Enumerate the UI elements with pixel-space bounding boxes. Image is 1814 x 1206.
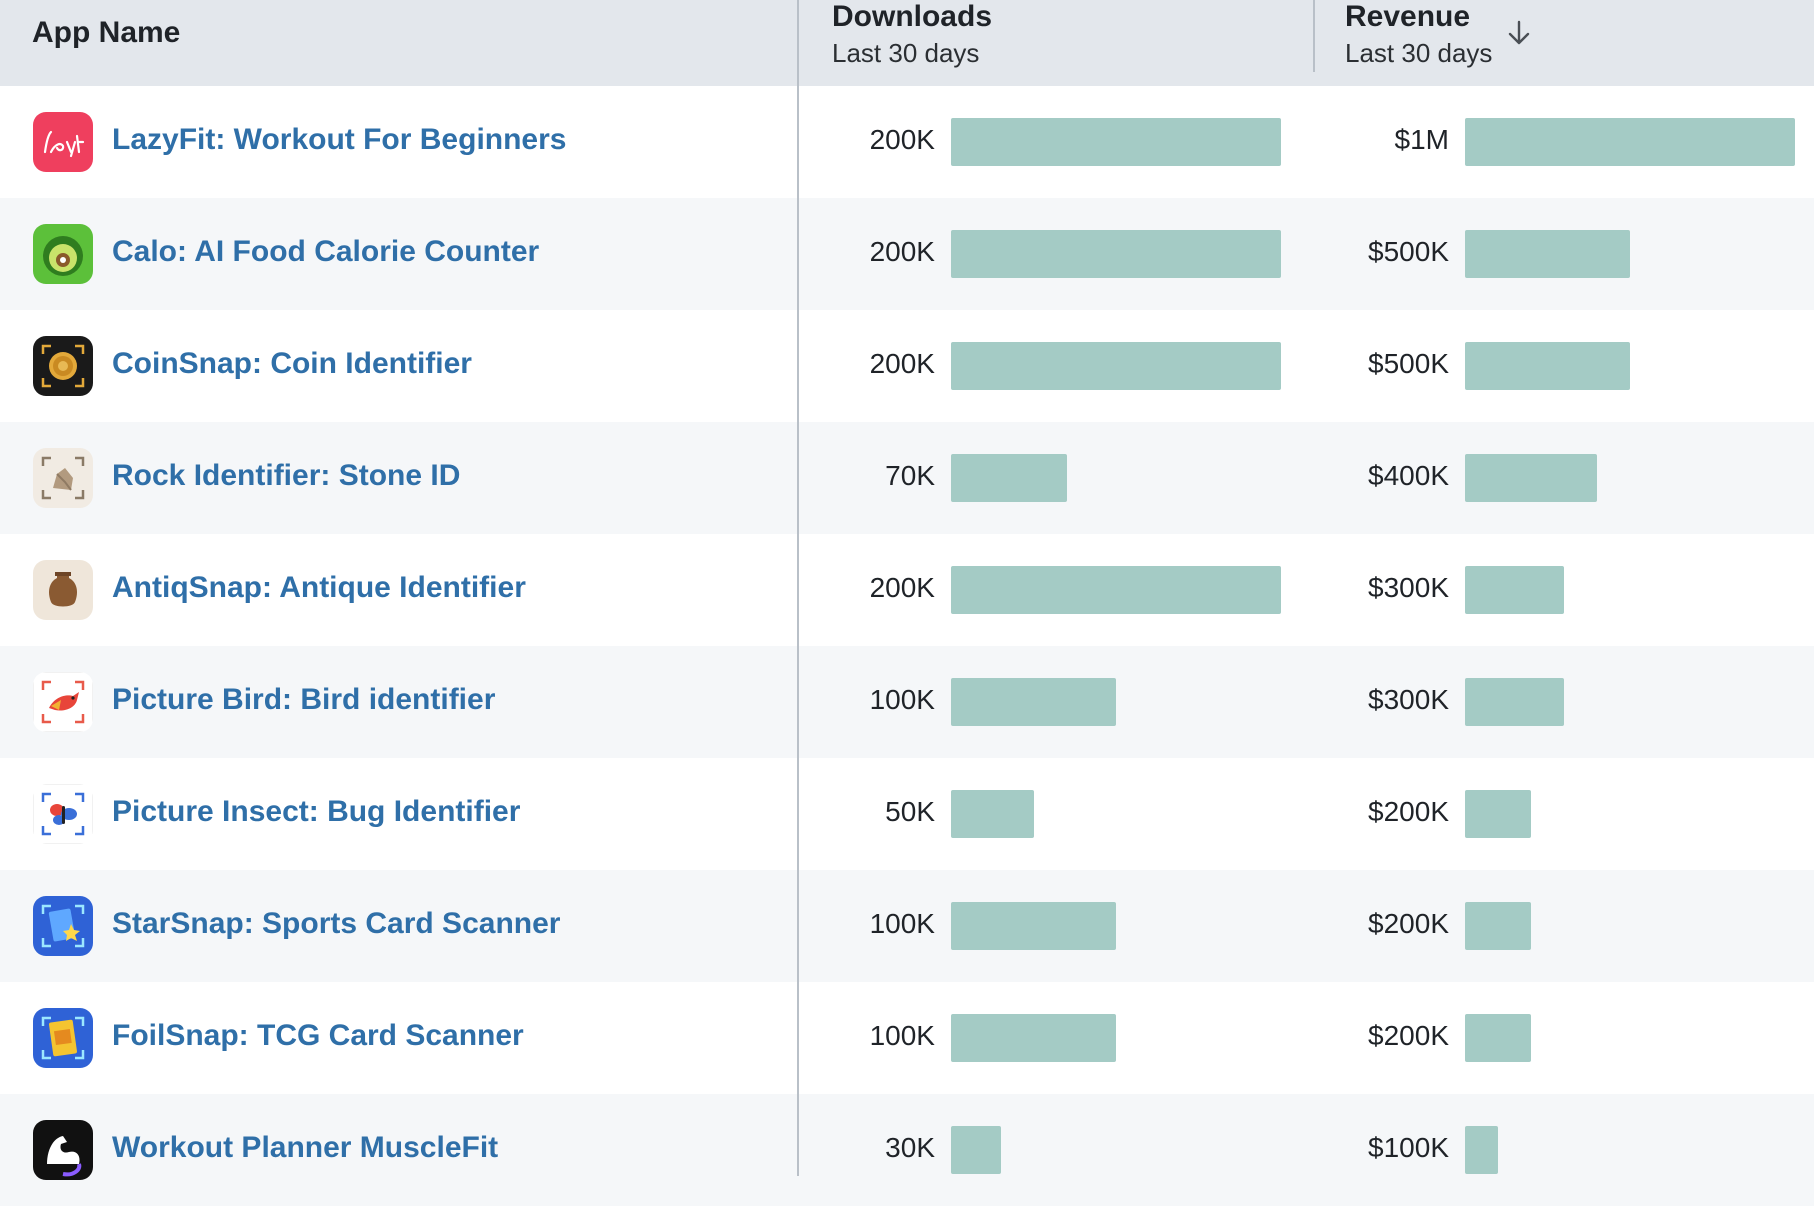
app-name-link[interactable]: Rock Identifier: Stone ID <box>112 459 461 492</box>
downloads-value: 200K <box>869 348 935 379</box>
calo-icon <box>33 224 93 284</box>
downloads-bar <box>951 902 1116 950</box>
downloads-bar <box>951 230 1281 278</box>
downloads-bar <box>951 1126 1001 1174</box>
table-row[interactable]: StarSnap: Sports Card Scanner 100K $200K <box>0 870 1814 982</box>
musclefit-icon <box>33 1120 93 1180</box>
revenue-value: $300K <box>1368 572 1449 603</box>
downloads-value: 30K <box>885 1132 935 1163</box>
revenue-column-subtitle: Last 30 days <box>1345 38 1493 68</box>
table-row[interactable]: AntiqSnap: Antique Identifier 200K $300K <box>0 534 1814 646</box>
downloads-bar <box>951 1014 1116 1062</box>
downloads-bar <box>951 790 1034 838</box>
table-row[interactable]: CoinSnap: Coin Identifier 200K $500K <box>0 310 1814 422</box>
app-name-link[interactable]: LazyFit: Workout For Beginners <box>112 123 567 156</box>
antiqsnap-icon <box>33 560 93 620</box>
revenue-value: $500K <box>1368 236 1449 267</box>
table-row[interactable]: LazyFit: Workout For Beginners 200K $1M <box>0 86 1814 198</box>
app-name-link[interactable]: Picture Bird: Bird identifier <box>112 683 496 716</box>
table-row[interactable]: Workout Planner MuscleFit 30K $100K <box>0 1094 1814 1206</box>
downloads-value: 200K <box>869 572 935 603</box>
revenue-bar <box>1465 454 1597 502</box>
table-row[interactable]: Picture Bird: Bird identifier 100K $300K <box>0 646 1814 758</box>
downloads-value: 100K <box>869 684 935 715</box>
downloads-value: 100K <box>869 908 935 939</box>
revenue-value: $500K <box>1368 348 1449 379</box>
revenue-bar <box>1465 790 1531 838</box>
app-name-column-header[interactable]: App Name <box>32 16 181 49</box>
app-name-link[interactable]: Picture Insect: Bug Identifier <box>112 795 521 828</box>
picture-bird-icon <box>33 672 93 732</box>
header-divider <box>1313 0 1315 72</box>
revenue-bar <box>1465 230 1630 278</box>
rock-identifier-icon <box>33 448 93 508</box>
revenue-value: $100K <box>1368 1132 1449 1163</box>
downloads-bar <box>951 678 1116 726</box>
revenue-value: $300K <box>1368 684 1449 715</box>
downloads-value: 100K <box>869 1020 935 1051</box>
revenue-value: $400K <box>1368 460 1449 491</box>
downloads-column-header[interactable]: Downloads <box>832 0 993 33</box>
revenue-bar <box>1465 678 1564 726</box>
downloads-value: 70K <box>885 460 935 491</box>
revenue-column-header[interactable]: Revenue <box>1345 0 1471 33</box>
table-row[interactable]: FoilSnap: TCG Card Scanner 100K $200K <box>0 982 1814 1094</box>
app-name-link[interactable]: AntiqSnap: Antique Identifier <box>112 571 526 604</box>
table-row[interactable]: Picture Insect: Bug Identifier 50K $200K <box>0 758 1814 870</box>
foilsnap-icon <box>33 1008 93 1068</box>
revenue-value: $1M <box>1394 124 1449 155</box>
revenue-bar <box>1465 118 1795 166</box>
coinsnap-icon <box>33 336 93 396</box>
revenue-bar <box>1465 342 1630 390</box>
downloads-bar <box>951 342 1281 390</box>
sort-descending-icon[interactable] <box>1504 18 1534 48</box>
revenue-value: $200K <box>1368 796 1449 827</box>
lazyfit-icon <box>33 112 93 172</box>
revenue-value: $200K <box>1368 908 1449 939</box>
downloads-bar <box>951 454 1067 502</box>
revenue-bar <box>1465 902 1531 950</box>
app-name-link[interactable]: CoinSnap: Coin Identifier <box>112 347 472 380</box>
table-row[interactable]: Rock Identifier: Stone ID 70K $400K <box>0 422 1814 534</box>
column-divider <box>797 0 799 1176</box>
app-name-link[interactable]: Workout Planner MuscleFit <box>112 1131 499 1164</box>
downloads-value: 200K <box>869 124 935 155</box>
app-name-link[interactable]: Calo: AI Food Calorie Counter <box>112 235 540 268</box>
app-name-link[interactable]: FoilSnap: TCG Card Scanner <box>112 1019 524 1052</box>
table-header: App Name Downloads Last 30 days Revenue … <box>0 0 1814 86</box>
downloads-column-subtitle: Last 30 days <box>832 38 980 68</box>
downloads-value: 50K <box>885 796 935 827</box>
revenue-bar <box>1465 1126 1498 1174</box>
downloads-value: 200K <box>869 236 935 267</box>
downloads-bar <box>951 566 1281 614</box>
apps-table: App Name Downloads Last 30 days Revenue … <box>0 0 1814 1180</box>
revenue-bar <box>1465 1014 1531 1062</box>
downloads-bar <box>951 118 1281 166</box>
picture-insect-icon <box>33 784 93 844</box>
starsnap-icon <box>33 896 93 956</box>
app-name-link[interactable]: StarSnap: Sports Card Scanner <box>112 907 561 940</box>
table-row[interactable]: Calo: AI Food Calorie Counter 200K $500K <box>0 198 1814 310</box>
revenue-value: $200K <box>1368 1020 1449 1051</box>
revenue-bar <box>1465 566 1564 614</box>
